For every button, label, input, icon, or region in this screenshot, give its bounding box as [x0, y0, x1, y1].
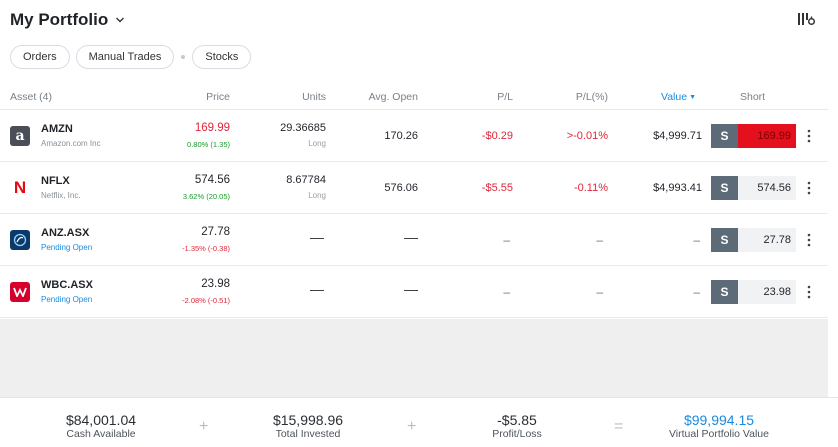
asset-symbol[interactable]: ANZ.ASX: [41, 227, 90, 239]
table-row[interactable]: WBC.ASX Pending Open 23.98 -2.08% (-0.51…: [0, 266, 828, 318]
column-header-avg-open[interactable]: Avg. Open: [368, 91, 418, 103]
asset-value: –: [693, 285, 700, 299]
asset-status: Pending Open: [41, 243, 93, 252]
filter-manual-trades[interactable]: Manual Trades: [75, 45, 175, 69]
table-row[interactable]: a AMZN Amazon.com Inc 169.99 0.80% (1.35…: [0, 110, 828, 162]
chevron-down-icon: [116, 17, 125, 23]
asset-pl: -$0.29: [481, 130, 513, 142]
column-header-value-label: Value: [660, 91, 688, 103]
asset-units: —: [310, 229, 324, 245]
asset-pl-pct: -0.11%: [573, 182, 608, 194]
column-header-short[interactable]: Short: [740, 91, 766, 103]
column-header-units[interactable]: Units: [302, 91, 326, 103]
asset-price-change: -2.08% (-0.51): [182, 296, 230, 305]
asset-value: $4,993.41: [653, 182, 702, 194]
asset-units: —: [310, 281, 324, 297]
short-button[interactable]: S: [711, 176, 738, 200]
amazon-logo-icon: a: [10, 126, 30, 146]
filter-separator-dot: [181, 55, 186, 59]
short-button[interactable]: S: [711, 228, 738, 252]
asset-symbol[interactable]: NFLX: [41, 175, 70, 187]
virtual-portfolio-value-amount: $99,994.15: [683, 412, 755, 428]
profit-loss-summary: -$5.85 Profit/Loss: [437, 412, 597, 441]
asset-avg-open: —: [404, 229, 418, 245]
cash-available-amount: $84,001.04: [65, 412, 137, 428]
asset-pl-pct: >-0.01%: [566, 130, 608, 142]
asset-price: 169.99: [194, 122, 230, 134]
column-header-asset[interactable]: Asset (4): [10, 91, 53, 103]
equals-icon: =: [614, 418, 624, 435]
total-invested-label: Total Invested: [275, 428, 341, 440]
short-price[interactable]: 23.98: [738, 280, 796, 304]
asset-pl: –: [503, 233, 510, 247]
filter-stocks[interactable]: Stocks: [192, 45, 252, 69]
asset-price: 574.56: [194, 174, 230, 186]
asset-symbol[interactable]: WBC.ASX: [41, 279, 93, 291]
asset-pl-pct: –: [596, 285, 603, 299]
table-header: Asset (4) Price Units Avg. Open P/L P/L(…: [0, 88, 828, 110]
asset-pl: –: [503, 285, 510, 299]
plus-icon: +: [199, 418, 209, 435]
asset-value: –: [693, 233, 700, 247]
profit-loss-amount: -$5.85: [497, 412, 537, 428]
asset-avg-open: 170.26: [384, 130, 418, 142]
column-header-pl-pct[interactable]: P/L(%): [575, 91, 608, 103]
asset-price-change: 3.62% (20.05): [182, 192, 230, 201]
more-vertical-icon[interactable]: [803, 180, 815, 196]
short-price[interactable]: 574.56: [738, 176, 796, 200]
asset-position-side: Long: [308, 139, 326, 148]
total-invested-summary: $15,998.96 Total Invested: [228, 412, 388, 441]
asset-name: Amazon.com Inc: [41, 139, 101, 148]
short-button[interactable]: S: [711, 124, 738, 148]
more-vertical-icon[interactable]: [803, 284, 815, 300]
asset-units: 8.67784: [286, 174, 326, 186]
netflix-logo-icon: N: [10, 178, 30, 198]
westpac-logo-icon: [10, 282, 30, 302]
asset-pl: -$5.55: [481, 182, 513, 194]
short-button[interactable]: S: [711, 280, 738, 304]
asset-price: 23.98: [201, 278, 230, 290]
columns-settings-icon[interactable]: [798, 12, 816, 26]
asset-units: 29.36685: [280, 122, 326, 134]
column-header-value[interactable]: Value ▼: [661, 91, 696, 103]
total-invested-amount: $15,998.96: [272, 412, 344, 428]
asset-price-change: 0.80% (1.35): [187, 140, 230, 149]
virtual-portfolio-value-summary: $99,994.15 Virtual Portfolio Value: [639, 412, 799, 441]
asset-name: Netflix, Inc.: [41, 191, 81, 200]
short-price[interactable]: 27.78: [738, 228, 796, 252]
asset-price: 27.78: [201, 226, 230, 238]
sort-desc-icon: ▼: [689, 94, 696, 101]
asset-avg-open: —: [404, 281, 418, 297]
column-header-pl[interactable]: P/L: [497, 91, 513, 103]
table-row[interactable]: ANZ.ASX Pending Open 27.78 -1.35% (-0.38…: [0, 214, 828, 266]
anz-logo-icon: [10, 230, 30, 250]
asset-status: Pending Open: [41, 295, 93, 304]
profit-loss-label: Profit/Loss: [492, 428, 542, 440]
asset-value: $4,999.71: [653, 130, 702, 142]
short-price[interactable]: 169.99: [738, 124, 796, 148]
asset-symbol[interactable]: AMZN: [41, 123, 73, 135]
more-vertical-icon[interactable]: [803, 128, 815, 144]
portfolio-summary-footer: $84,001.04 Cash Available + $15,998.96 T…: [0, 397, 838, 447]
virtual-portfolio-value-label: Virtual Portfolio Value: [668, 428, 769, 440]
asset-avg-open: 576.06: [384, 182, 418, 194]
column-header-price[interactable]: Price: [206, 91, 230, 103]
filter-orders[interactable]: Orders: [10, 45, 70, 69]
portfolio-title-dropdown[interactable]: My Portfolio: [10, 10, 125, 30]
asset-position-side: Long: [308, 191, 326, 200]
more-vertical-icon[interactable]: [803, 232, 815, 248]
portfolio-header: My Portfolio: [0, 0, 838, 40]
asset-pl-pct: –: [596, 233, 603, 247]
asset-price-change: -1.35% (-0.38): [182, 244, 230, 253]
table-row[interactable]: N NFLX Netflix, Inc. 574.56 3.62% (20.05…: [0, 162, 828, 214]
page-title: My Portfolio: [10, 10, 109, 29]
empty-table-area: [0, 319, 828, 397]
plus-icon: +: [407, 418, 417, 435]
filter-bar: Orders Manual Trades Stocks: [10, 45, 252, 69]
cash-available-summary: $84,001.04 Cash Available: [21, 412, 181, 441]
cash-available-label: Cash Available: [66, 428, 136, 440]
